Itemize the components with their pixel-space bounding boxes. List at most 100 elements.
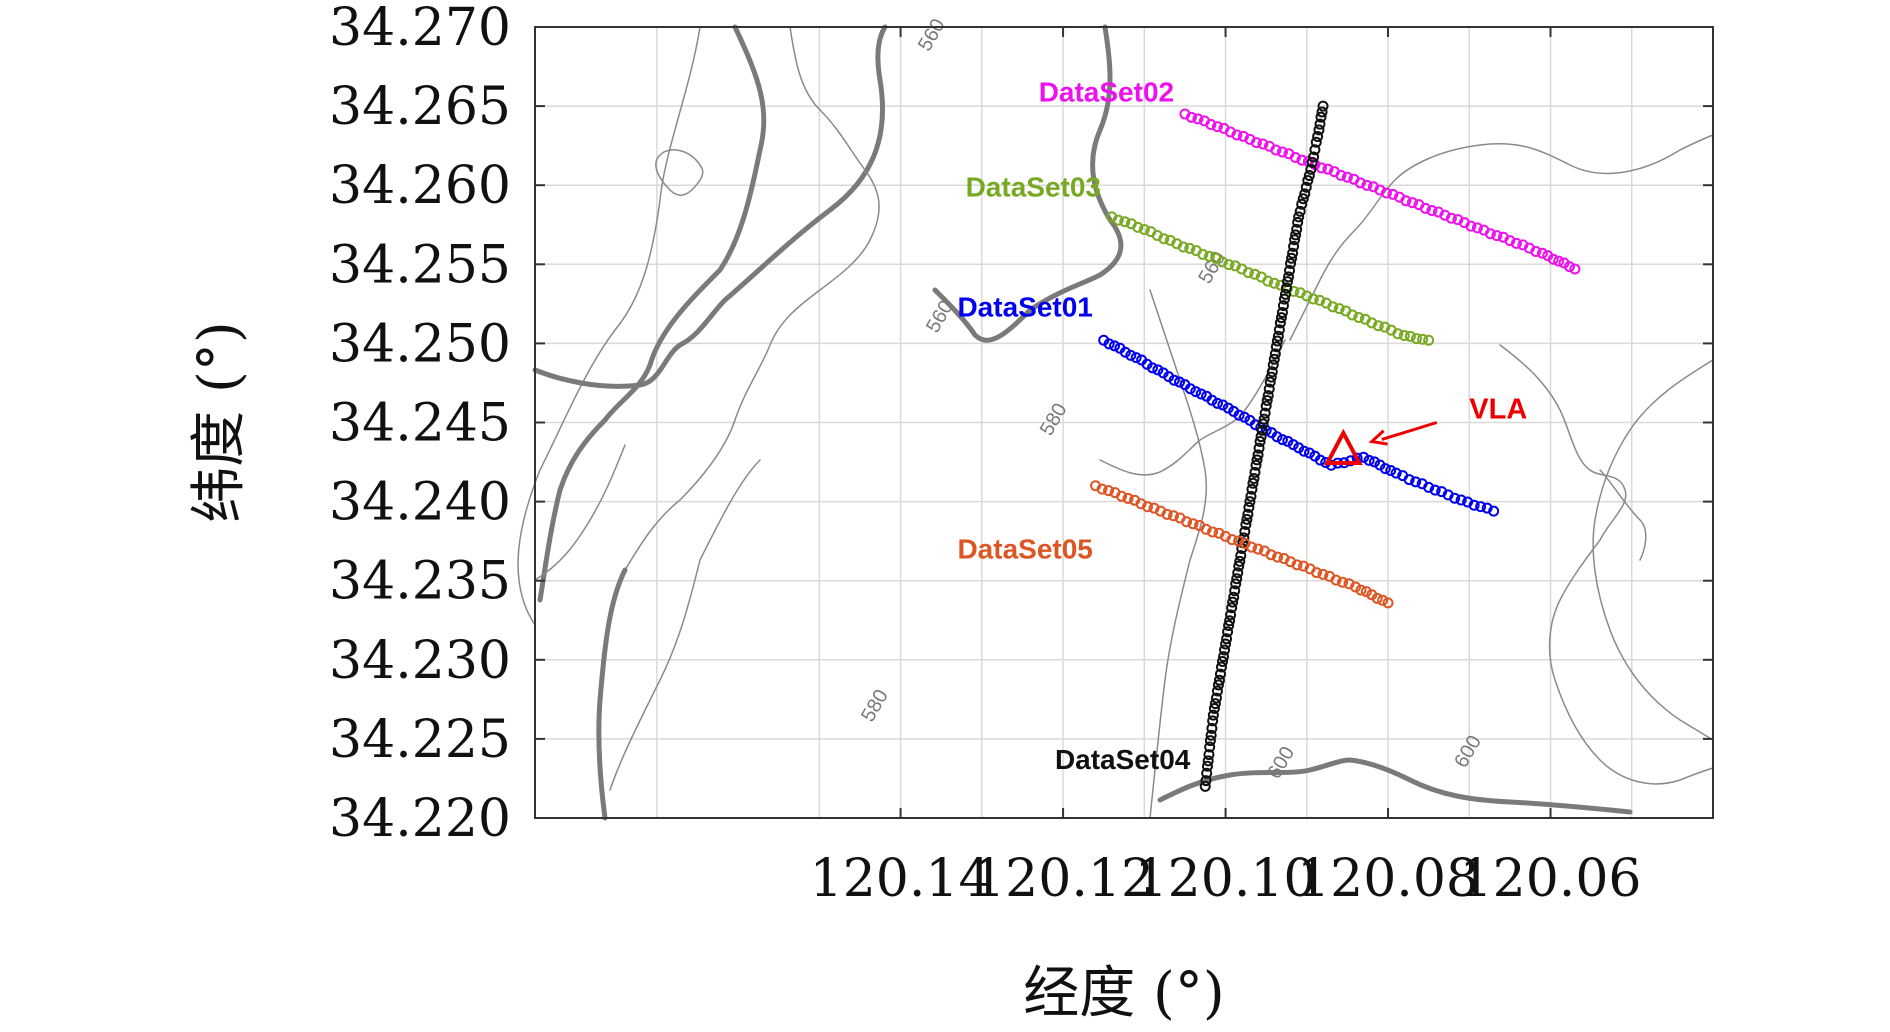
vla-triangle-marker xyxy=(1324,428,1363,465)
track-marker xyxy=(1200,523,1212,535)
series-layer: DataSet02 DataSet03 DataSet01 DataSet05 Data… xyxy=(957,76,1581,792)
track-marker xyxy=(1255,431,1267,443)
data-point xyxy=(1244,496,1256,508)
track-marker xyxy=(1355,584,1367,596)
data-point xyxy=(1293,211,1305,223)
track-marker xyxy=(1226,534,1238,546)
track-marker xyxy=(1262,390,1274,402)
track-marker xyxy=(1223,259,1235,271)
track-marker xyxy=(1429,484,1441,496)
y-tick-label: 34.270 xyxy=(329,0,511,58)
data-point xyxy=(1455,494,1467,506)
track-marker xyxy=(1204,741,1216,753)
track-marker xyxy=(1379,463,1391,475)
data-point xyxy=(1256,424,1268,436)
track-marker xyxy=(1212,679,1224,691)
vla-arrow-head xyxy=(1368,429,1388,446)
track-marker xyxy=(1275,312,1287,324)
track-marker xyxy=(1249,419,1261,431)
data-point xyxy=(1268,277,1280,289)
data-point xyxy=(1569,263,1581,275)
track-marker xyxy=(1294,205,1306,217)
track-marker xyxy=(1368,456,1380,468)
track-marker xyxy=(1475,501,1487,513)
track-marker xyxy=(1308,151,1320,163)
track-marker xyxy=(1202,755,1214,767)
track-marker xyxy=(1291,223,1303,235)
track-marker xyxy=(1259,407,1271,419)
contour-line xyxy=(932,24,1124,343)
data-point xyxy=(1439,209,1451,221)
track-marker xyxy=(1274,317,1286,329)
track-marker xyxy=(1231,573,1243,585)
track-marker xyxy=(1206,722,1218,734)
track-marker xyxy=(1297,193,1309,205)
track-marker xyxy=(1208,702,1220,714)
track-marker xyxy=(1353,311,1365,323)
track-marker xyxy=(1207,715,1219,727)
track-marker xyxy=(1206,394,1218,406)
track-marker xyxy=(1484,228,1496,240)
track-marker xyxy=(1215,661,1227,673)
contour-line xyxy=(609,459,761,791)
track-marker xyxy=(1337,576,1349,588)
data-point xyxy=(1423,334,1435,346)
y-tick-label: 34.250 xyxy=(329,314,511,374)
series-DataSet05 xyxy=(1090,480,1394,609)
track-marker xyxy=(1228,591,1240,603)
data-point xyxy=(1406,197,1418,209)
y-tick-label: 34.245 xyxy=(329,394,511,454)
track-marker xyxy=(1201,767,1213,779)
x-tick-label: 120.06 xyxy=(1460,849,1642,909)
data-point xyxy=(1276,146,1288,158)
track-marker xyxy=(1204,735,1216,747)
track-marker xyxy=(1563,261,1575,273)
contour-line xyxy=(517,26,701,626)
x-axis-title: 经度 (°) xyxy=(1023,961,1225,1026)
data-point xyxy=(1390,467,1402,479)
track-marker xyxy=(1234,555,1246,567)
data-point xyxy=(1325,459,1337,471)
data-point xyxy=(1199,780,1211,792)
contour-line xyxy=(1592,359,1714,741)
track-marker xyxy=(1247,477,1259,489)
track-marker xyxy=(1116,490,1128,502)
data-point xyxy=(1504,235,1516,247)
track-marker xyxy=(1103,485,1115,497)
series-DataSet01 xyxy=(1098,334,1500,517)
track-marker xyxy=(1221,633,1233,645)
contour-label: 600 xyxy=(1263,743,1299,783)
data-point xyxy=(1333,303,1345,315)
contour-line xyxy=(1099,339,1286,476)
track-marker xyxy=(1233,535,1245,547)
track-marker xyxy=(1300,181,1312,193)
track-marker xyxy=(1379,321,1391,333)
contour-label: 560 xyxy=(914,15,950,55)
track-marker xyxy=(1400,195,1412,207)
track-marker xyxy=(1217,656,1229,668)
track-marker xyxy=(1264,376,1276,388)
track-marker xyxy=(1209,698,1221,710)
contour-label: 560 xyxy=(922,297,958,337)
track-marker xyxy=(1285,258,1297,270)
data-point xyxy=(1366,317,1378,329)
track-marker xyxy=(1233,560,1245,572)
contour-label: 580 xyxy=(857,686,893,726)
track-marker xyxy=(1363,454,1375,466)
track-marker xyxy=(1330,574,1342,586)
track-marker xyxy=(1226,602,1238,614)
track-marker xyxy=(1239,411,1251,423)
track-marker xyxy=(1271,335,1283,347)
data-point xyxy=(1203,250,1215,262)
data-point xyxy=(1232,567,1244,579)
track-marker xyxy=(1315,111,1327,123)
track-marker xyxy=(1222,626,1234,638)
track-marker xyxy=(1213,674,1225,686)
data-point xyxy=(1317,100,1329,112)
track-marker xyxy=(1272,551,1284,563)
grid-layer xyxy=(535,26,1713,819)
track-marker xyxy=(1445,212,1457,224)
track-marker xyxy=(1205,729,1217,741)
